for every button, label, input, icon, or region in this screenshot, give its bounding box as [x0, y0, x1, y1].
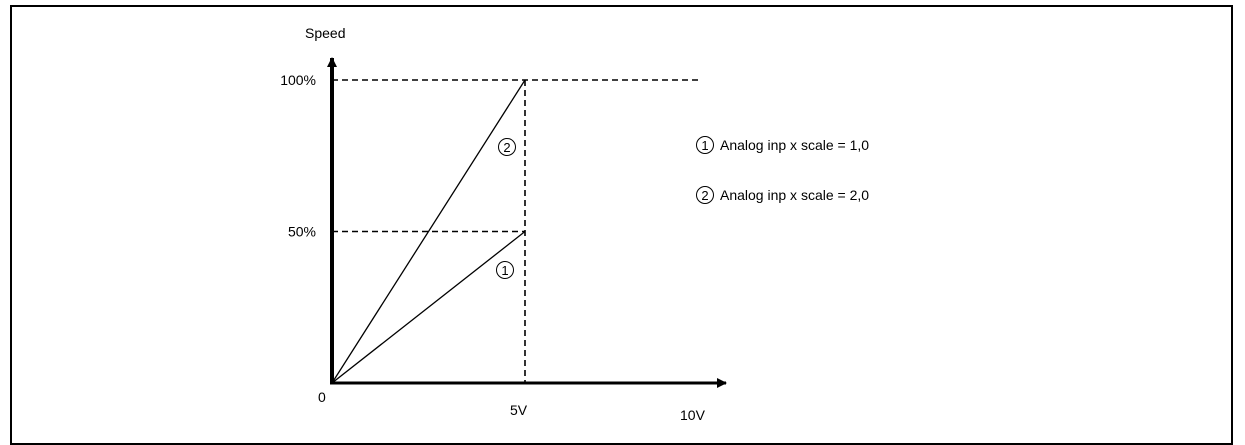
legend-label-2: Analog inp x scale = 2,0	[720, 187, 869, 203]
series-markers: 12	[496, 138, 516, 279]
origin-label: 0	[318, 389, 326, 405]
figure-frame	[10, 5, 1233, 445]
x-tick-label-1: 10V	[680, 407, 706, 423]
legend: 1 Analog inp x scale = 1,0 2 Analog inp x s…	[696, 136, 869, 204]
tick-labels: 5V 10V 50% 100%	[280, 72, 705, 423]
series-marker-1: 1	[501, 263, 508, 278]
legend-label-1: Analog inp x scale = 1,0	[720, 137, 869, 153]
series-marker-circle-1	[496, 261, 514, 279]
y-tick-label-1: 100%	[280, 72, 316, 88]
legend-marker-2: 2	[701, 188, 708, 203]
series-line-1	[331, 230, 526, 384]
series-marker-2: 2	[503, 140, 510, 155]
y-axis-label: Speed	[305, 25, 345, 41]
legend-marker-1: 1	[701, 138, 708, 153]
series-marker-circle-2	[498, 138, 516, 156]
guide-lines	[332, 79, 700, 383]
series-line-2	[331, 79, 526, 384]
legend-marker-circle-1	[696, 136, 714, 154]
x-tick-label-0: 5V	[510, 402, 528, 418]
y-tick-label-0: 50%	[288, 224, 316, 240]
legend-marker-circle-2	[696, 186, 714, 204]
series-group	[331, 79, 526, 384]
